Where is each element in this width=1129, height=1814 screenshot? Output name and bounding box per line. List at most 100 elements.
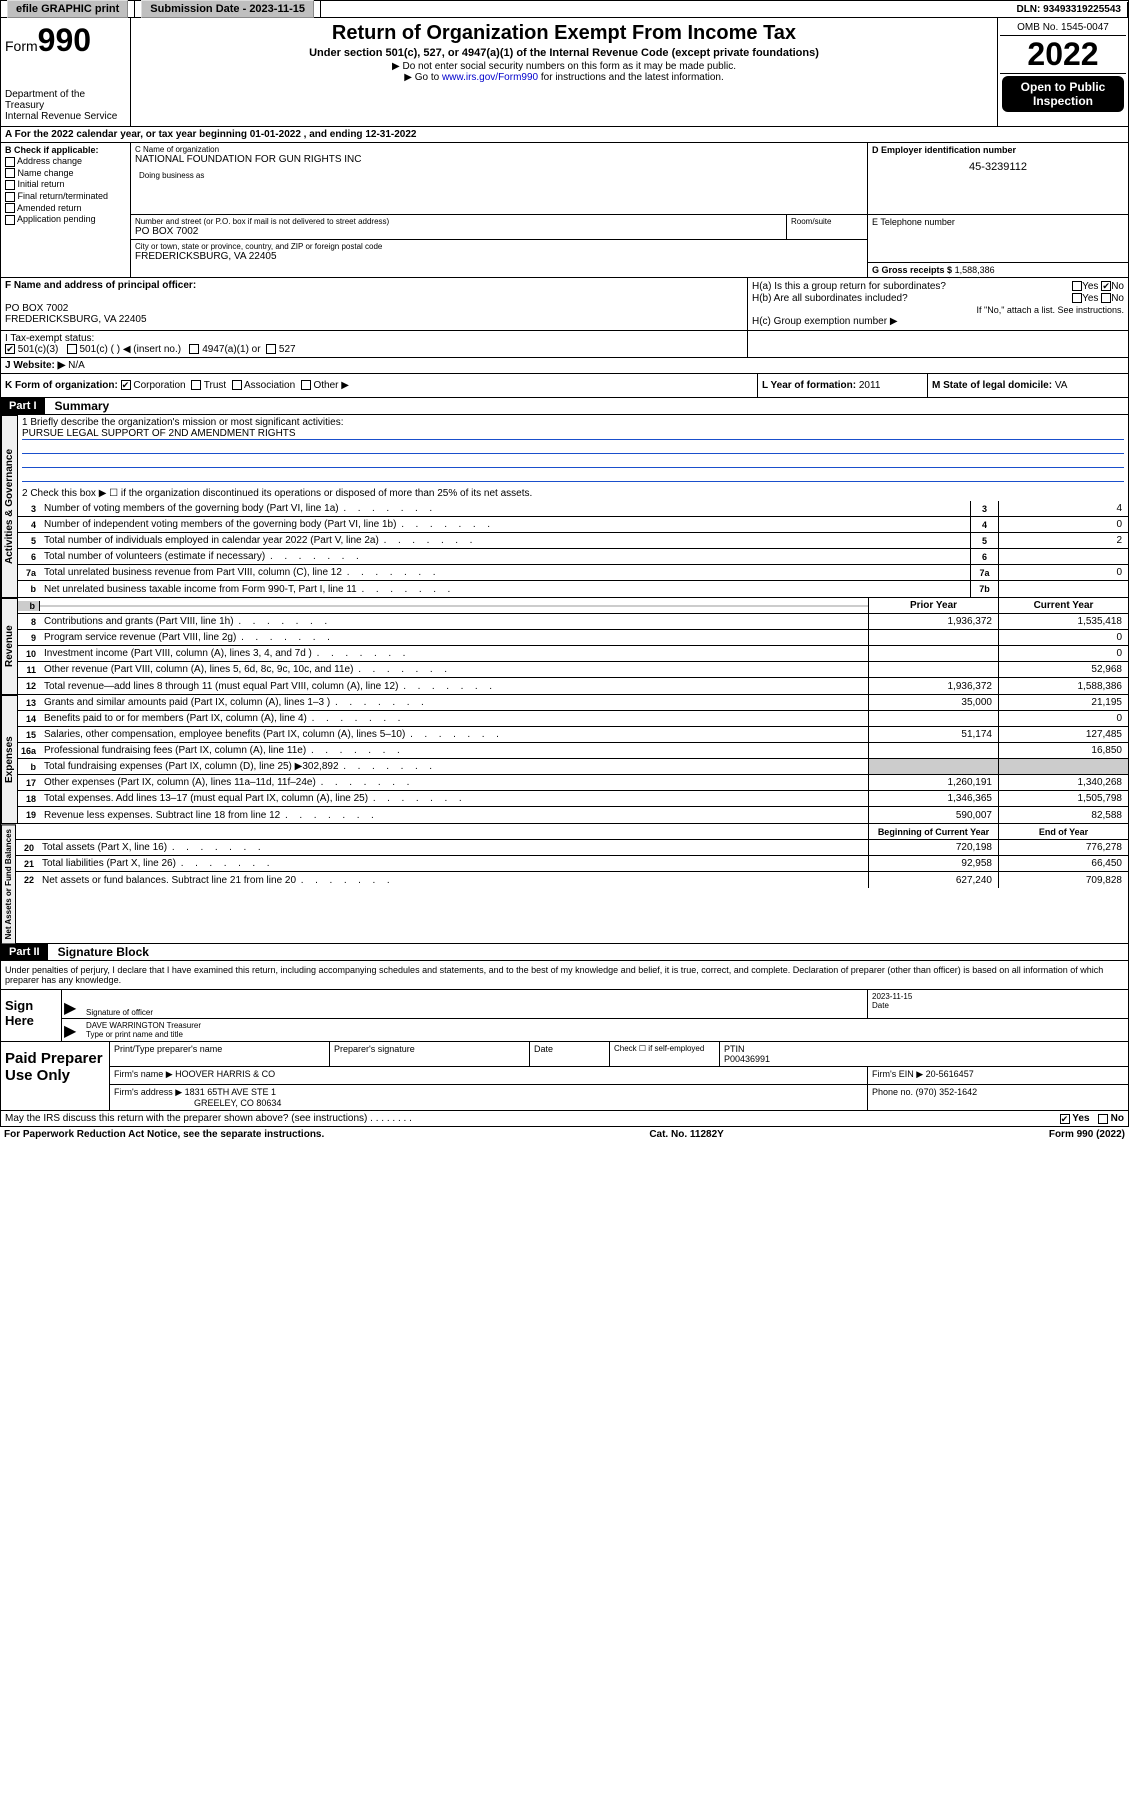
table-row: 12Total revenue—add lines 8 through 11 (… bbox=[18, 678, 1128, 694]
section-net-assets: Net Assets or Fund Balances Beginning of… bbox=[0, 824, 1129, 944]
hc-label: H(c) Group exemption number ▶ bbox=[752, 316, 898, 327]
discuss-no-chk[interactable] bbox=[1098, 1114, 1108, 1124]
table-row: 14Benefits paid to or for members (Part … bbox=[18, 711, 1128, 727]
efile-graphic-button[interactable]: efile GRAPHIC print bbox=[1, 1, 135, 17]
mission-text: PURSUE LEGAL SUPPORT OF 2ND AMENDMENT RI… bbox=[22, 428, 1124, 440]
col-b-checkboxes: B Check if applicable: Address change Na… bbox=[1, 143, 131, 277]
city-value: FREDERICKSBURG, VA 22405 bbox=[135, 251, 863, 262]
paid-preparer-label: Paid Preparer Use Only bbox=[1, 1042, 109, 1110]
year-formation: L Year of formation: 2011 bbox=[758, 374, 928, 397]
sig-officer-label: Signature of officer bbox=[86, 1008, 863, 1017]
chk-501c3[interactable] bbox=[5, 344, 15, 354]
chk-4947[interactable] bbox=[189, 344, 199, 354]
dba-label: Doing business as bbox=[139, 171, 859, 180]
rev-header-row: b Prior Year Current Year bbox=[18, 598, 1128, 614]
form-prefix: Form bbox=[5, 38, 38, 54]
city-label: City or town, state or province, country… bbox=[135, 242, 863, 251]
ptin-value: P00436991 bbox=[724, 1054, 1124, 1064]
row-fh: F Name and address of principal officer:… bbox=[0, 278, 1129, 331]
section-revenue: Revenue b Prior Year Current Year 8Contr… bbox=[0, 598, 1129, 695]
chk-other[interactable] bbox=[301, 380, 311, 390]
vtab-revenue: Revenue bbox=[1, 598, 18, 694]
firm-name: HOOVER HARRIS & CO bbox=[175, 1069, 275, 1079]
table-row: 13Grants and similar amounts paid (Part … bbox=[18, 695, 1128, 711]
gov-line: 4Number of independent voting members of… bbox=[18, 517, 1128, 533]
vtab-expenses: Expenses bbox=[1, 695, 18, 823]
paperwork-footer: For Paperwork Reduction Act Notice, see … bbox=[0, 1127, 1129, 1142]
ha-label: H(a) Is this a group return for subordin… bbox=[752, 281, 946, 292]
ptin-label: PTIN bbox=[724, 1044, 1124, 1054]
sig-arrow-icon-2: ▶ bbox=[62, 1021, 82, 1041]
table-row: 10Investment income (Part VIII, column (… bbox=[18, 646, 1128, 662]
table-row: 17Other expenses (Part IX, column (A), l… bbox=[18, 775, 1128, 791]
cat-no: Cat. No. 11282Y bbox=[649, 1129, 723, 1140]
mission-block: 1 Briefly describe the organization's mi… bbox=[18, 415, 1128, 486]
prep-date-label: Date bbox=[530, 1042, 610, 1066]
subtitle-1: Under section 501(c), 527, or 4947(a)(1)… bbox=[139, 47, 989, 59]
paid-preparer-block: Paid Preparer Use Only Print/Type prepar… bbox=[0, 1042, 1129, 1111]
chk-trust[interactable] bbox=[191, 380, 201, 390]
row-klm: K Form of organization: Corporation Trus… bbox=[0, 374, 1129, 398]
table-row: 9Program service revenue (Part VIII, lin… bbox=[18, 630, 1128, 646]
section-governance: Activities & Governance 1 Briefly descri… bbox=[0, 415, 1129, 598]
street-label: Number and street (or P.O. box if mail i… bbox=[135, 217, 782, 226]
dept-treasury: Department of the Treasury bbox=[5, 89, 126, 111]
org-name-label: C Name of organization bbox=[135, 145, 863, 154]
chk-initial-return[interactable]: Initial return bbox=[5, 179, 126, 190]
phone-label: Phone no. bbox=[872, 1087, 913, 1097]
telephone-label: E Telephone number bbox=[872, 217, 1124, 227]
open-public-badge: Open to Public Inspection bbox=[1002, 76, 1124, 112]
col-c: C Name of organization NATIONAL FOUNDATI… bbox=[131, 143, 1128, 277]
q2-discontinued: 2 Check this box ▶ ☐ if the organization… bbox=[18, 486, 1128, 501]
chk-address-change[interactable]: Address change bbox=[5, 156, 126, 167]
submission-date-button[interactable]: Submission Date - 2023-11-15 bbox=[135, 1, 321, 17]
irs-label: Internal Revenue Service bbox=[5, 111, 126, 122]
telephone-block: E Telephone number bbox=[868, 215, 1128, 263]
chk-501c[interactable] bbox=[67, 344, 77, 354]
officer-addr1: PO BOX 7002 bbox=[5, 303, 743, 314]
table-row: 16aProfessional fundraising fees (Part I… bbox=[18, 743, 1128, 759]
sign-here-label: Sign Here bbox=[1, 990, 61, 1041]
firm-ein-label: Firm's EIN ▶ bbox=[872, 1069, 923, 1079]
table-row: 21Total liabilities (Part X, line 26)92,… bbox=[16, 856, 1128, 872]
discuss-yes-chk[interactable] bbox=[1060, 1114, 1070, 1124]
table-row: 15Salaries, other compensation, employee… bbox=[18, 727, 1128, 743]
irs-discuss-row: May the IRS discuss this return with the… bbox=[0, 1111, 1129, 1127]
form-org-label: K Form of organization: bbox=[5, 380, 118, 391]
part2-header: Part II Signature Block bbox=[0, 944, 1129, 961]
chk-app-pending[interactable]: Application pending bbox=[5, 214, 126, 225]
officer-name-title: DAVE WARRINGTON Treasurer bbox=[86, 1021, 1124, 1030]
firm-addr2: GREELEY, CO 80634 bbox=[194, 1098, 281, 1108]
table-row: 18Total expenses. Add lines 13–17 (must … bbox=[18, 791, 1128, 807]
tax-year: 2022 bbox=[1000, 36, 1126, 74]
principal-officer: F Name and address of principal officer:… bbox=[1, 278, 748, 330]
col-h: H(a) Is this a group return for subordin… bbox=[748, 278, 1128, 330]
ein-label: D Employer identification number bbox=[872, 145, 1124, 155]
header-mid: Return of Organization Exempt From Incom… bbox=[131, 18, 998, 126]
table-row: 20Total assets (Part X, line 16)720,1987… bbox=[16, 840, 1128, 856]
street-value: PO BOX 7002 bbox=[135, 226, 782, 237]
table-row: 8Contributions and grants (Part VIII, li… bbox=[18, 614, 1128, 630]
vtab-governance: Activities & Governance bbox=[1, 415, 18, 597]
ein-block: D Employer identification number 45-3239… bbox=[868, 143, 1128, 215]
irs-discuss-text: May the IRS discuss this return with the… bbox=[5, 1113, 412, 1124]
chk-527[interactable] bbox=[266, 344, 276, 354]
chk-name-change[interactable]: Name change bbox=[5, 168, 126, 179]
gov-line: 3Number of voting members of the governi… bbox=[18, 501, 1128, 517]
chk-final-return[interactable]: Final return/terminated bbox=[5, 191, 126, 202]
chk-amended-return[interactable]: Amended return bbox=[5, 203, 126, 214]
table-row: bTotal fundraising expenses (Part IX, co… bbox=[18, 759, 1128, 775]
org-name: NATIONAL FOUNDATION FOR GUN RIGHTS INC bbox=[135, 154, 863, 165]
chk-assoc[interactable] bbox=[232, 380, 242, 390]
header-right: OMB No. 1545-0047 2022 Open to Public In… bbox=[998, 18, 1128, 126]
vtab-net-assets: Net Assets or Fund Balances bbox=[1, 824, 16, 943]
room-suite-label: Room/suite bbox=[787, 215, 867, 239]
name-title-label: Type or print name and title bbox=[86, 1030, 1124, 1039]
org-info-block: B Check if applicable: Address change Na… bbox=[0, 143, 1129, 278]
prep-check-self: Check ☐ if self-employed bbox=[610, 1042, 720, 1066]
chk-corp[interactable] bbox=[121, 380, 131, 390]
omb-number: OMB No. 1545-0047 bbox=[1000, 20, 1126, 36]
form990-link[interactable]: www.irs.gov/Form990 bbox=[442, 72, 538, 83]
table-row: 22Net assets or fund balances. Subtract … bbox=[16, 872, 1128, 888]
prep-print-label: Print/Type preparer's name bbox=[110, 1042, 330, 1066]
